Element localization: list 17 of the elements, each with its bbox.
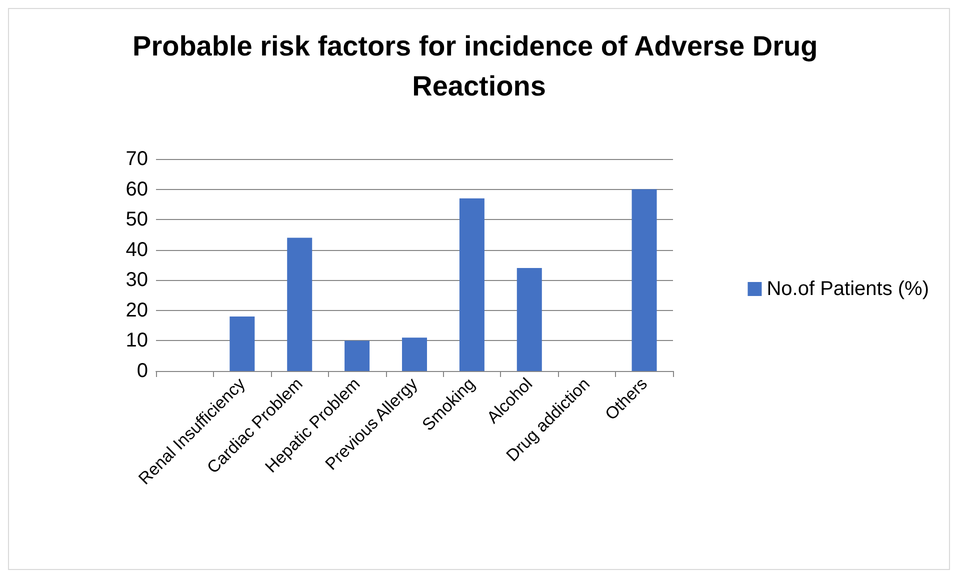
bar: [459, 198, 484, 371]
chart-title: Probable risk factors for incidence of Adverse Drug Reactions: [132, 30, 826, 102]
y-tick-label: 60: [126, 178, 148, 200]
y-tick-label: 0: [136, 360, 148, 382]
bar: [632, 189, 657, 371]
y-tick-label: 50: [126, 208, 148, 231]
y-tick-label: 40: [126, 238, 148, 261]
bar: [287, 238, 312, 371]
y-tick-label: 20: [126, 299, 148, 322]
y-tick-label: 70: [126, 148, 148, 170]
bar: [402, 338, 427, 371]
legend-label: No.of Patients (%): [766, 278, 930, 300]
bar: [230, 316, 255, 371]
bar: [516, 268, 542, 371]
y-tick-label: 30: [126, 269, 148, 292]
y-tick-label: 10: [126, 330, 148, 352]
bar: [344, 340, 370, 371]
